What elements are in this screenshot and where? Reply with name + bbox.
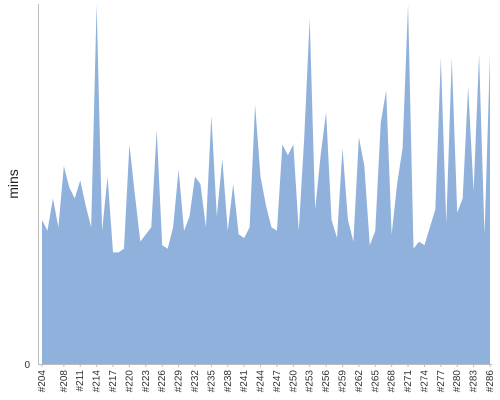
series-area: [42, 4, 490, 364]
x-tick-label: #229: [174, 370, 185, 393]
x-tick-label: #274: [419, 370, 430, 393]
x-tick-label: #238: [223, 370, 234, 393]
x-tick-label: #208: [59, 370, 70, 393]
y-axis-title: mins: [5, 169, 21, 199]
x-tick-label: #214: [92, 370, 103, 393]
x-tick-label: #250: [288, 370, 299, 393]
x-tick-label: #271: [403, 370, 414, 393]
x-tick-label: #211: [75, 370, 86, 392]
x-tick-label: #256: [321, 370, 332, 393]
x-tick-label: #226: [157, 370, 168, 393]
x-tick-label: #283: [469, 370, 480, 393]
x-tick-label: #241: [239, 370, 250, 393]
x-tick-label: #235: [206, 370, 217, 393]
x-tick-label: #220: [124, 370, 135, 393]
chart-area-layer: [42, 4, 490, 364]
x-tick-label: #286: [485, 370, 496, 393]
x-tick-label: #280: [452, 370, 463, 393]
x-tick-label: #259: [338, 370, 349, 393]
x-tick-label: #204: [37, 370, 48, 393]
x-tick-label: #277: [436, 370, 447, 393]
x-tick-label: #217: [108, 370, 119, 393]
x-tick-label: #232: [190, 370, 201, 393]
x-tick-labels: #204 #208 #211 #214 #217 #220 #223 #226 #229 #232…: [37, 364, 496, 392]
x-tick-label: #265: [370, 370, 381, 393]
x-tick-label: #268: [387, 370, 398, 393]
y-tick-label-zero: 0: [24, 360, 30, 371]
x-tick-label: #223: [141, 370, 152, 393]
x-tick-label: #262: [354, 370, 365, 393]
x-tick-label: #247: [272, 370, 283, 393]
x-tick-label: #253: [305, 370, 316, 393]
x-tick-label: #244: [256, 370, 267, 393]
